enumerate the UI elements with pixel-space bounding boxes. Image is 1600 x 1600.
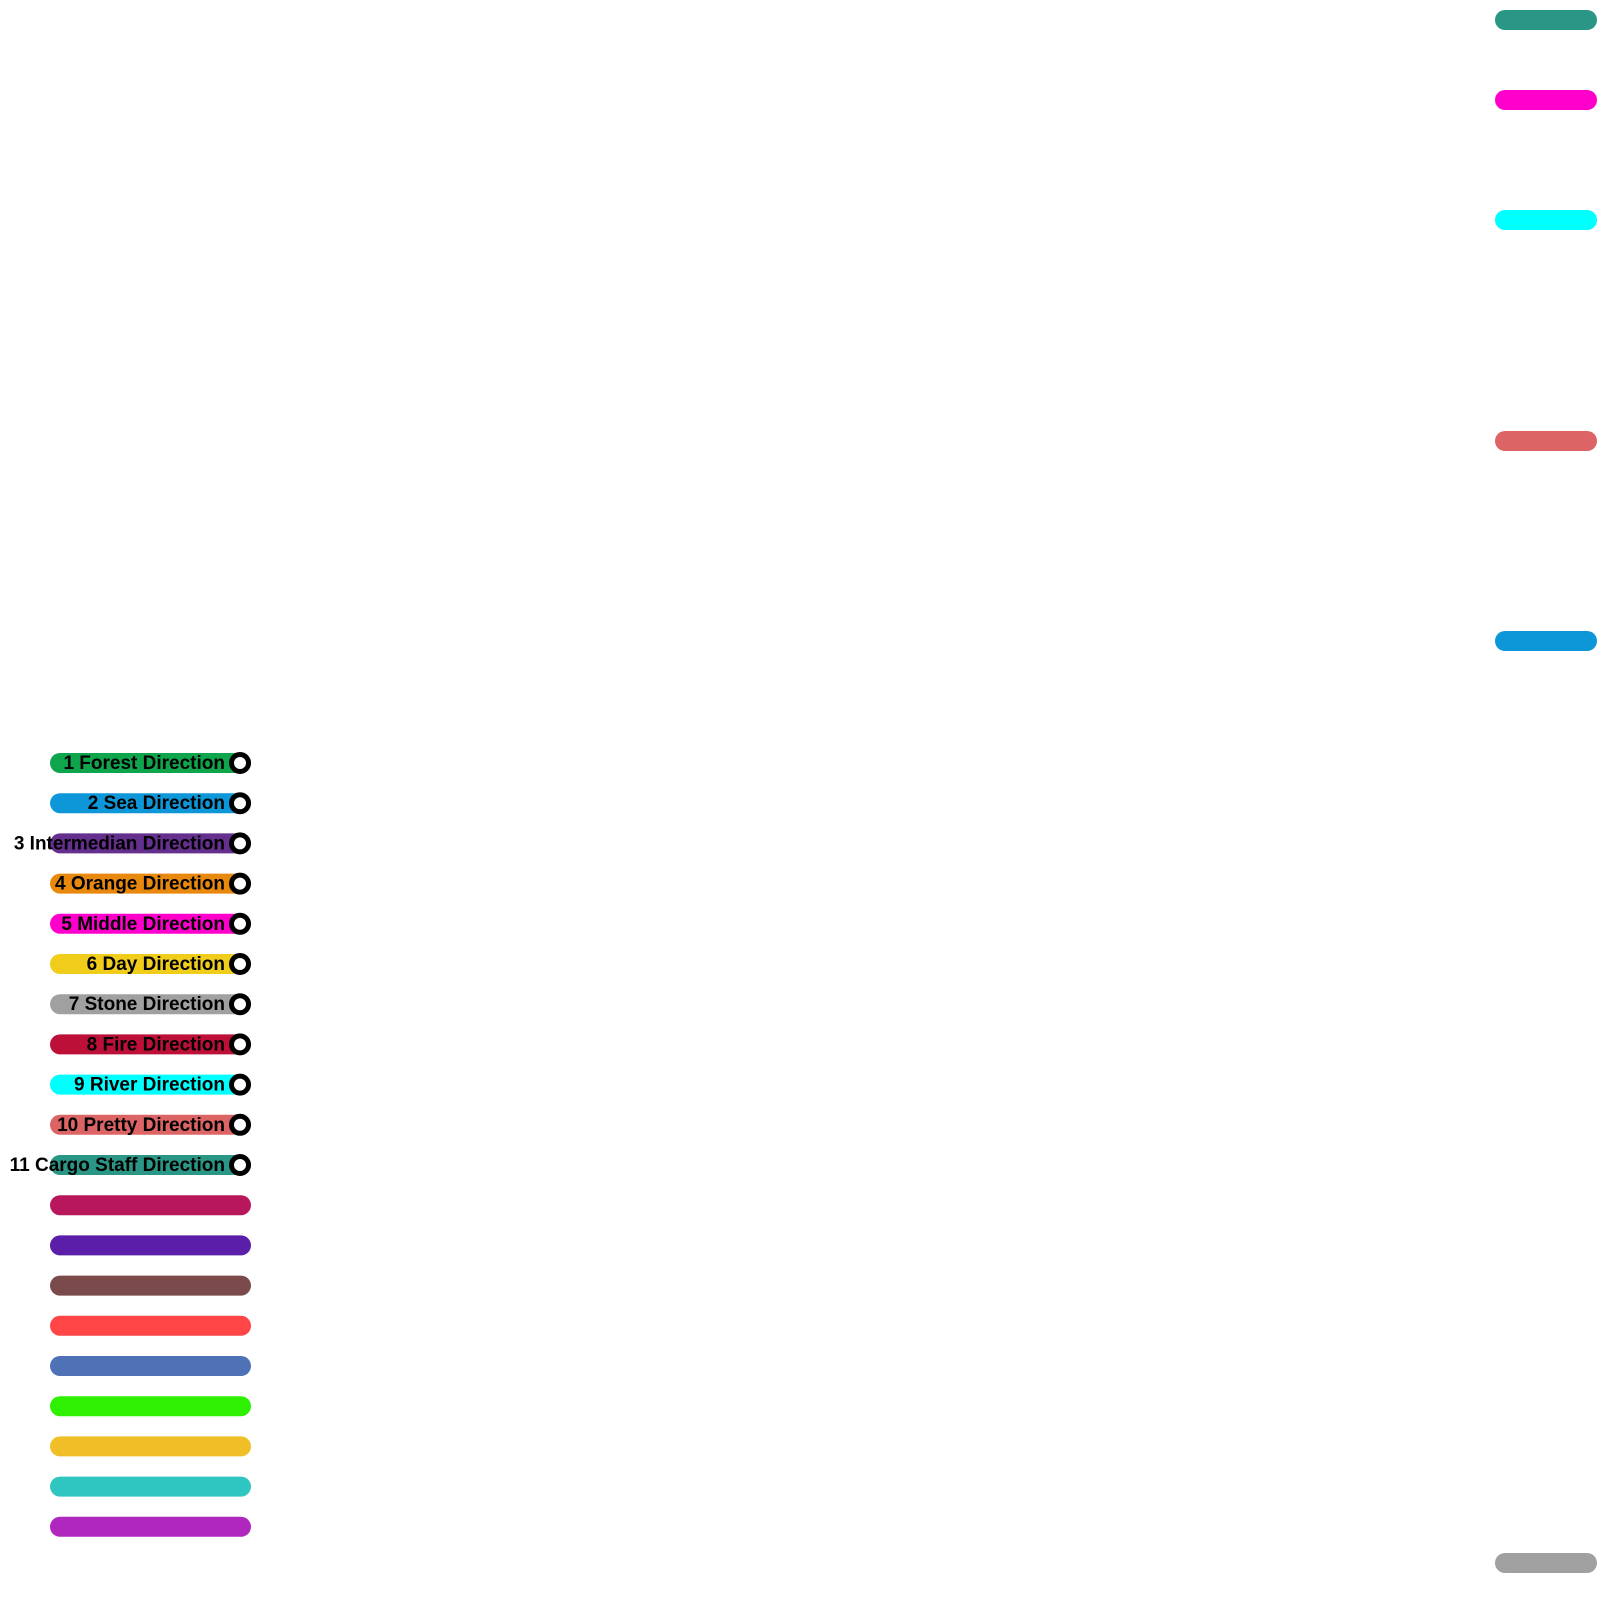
legend-row: 5 Middle Direction bbox=[50, 912, 251, 935]
legend-row: 7 Stone Direction bbox=[50, 993, 251, 1016]
line-label: 6 Day Direction bbox=[87, 954, 225, 975]
legend-row: 3 Intermedian Direction bbox=[14, 832, 251, 855]
line-label: 9 River Direction bbox=[74, 1075, 225, 1096]
legend-row: 4 Orange Direction bbox=[50, 872, 251, 895]
line-label: 8 Fire Direction bbox=[87, 1034, 225, 1055]
terminal-station-icon bbox=[229, 1073, 251, 1096]
legend-row: 9 River Direction bbox=[50, 1073, 251, 1096]
legend-row: 8 Fire Direction bbox=[50, 1033, 251, 1056]
terminal-station-icon bbox=[229, 832, 251, 855]
legend-row: 11 Cargo Staff Direction bbox=[10, 1154, 251, 1176]
legend-row: 6 Day Direction bbox=[50, 953, 251, 975]
terminal-station-icon bbox=[229, 752, 251, 774]
terminal-station-icon bbox=[229, 993, 251, 1016]
terminal-station-icon bbox=[229, 1033, 251, 1056]
terminal-station-icon bbox=[229, 792, 251, 815]
legend-row: 1 Forest Direction bbox=[50, 752, 251, 774]
line-label: 10 Pretty Direction bbox=[57, 1115, 225, 1136]
line-label: 4 Orange Direction bbox=[55, 874, 225, 895]
line-legend: 1 Forest Direction 2 Sea Direction 3 Inter… bbox=[10, 752, 251, 1537]
terminal-station-icon bbox=[229, 912, 251, 935]
line-label: 2 Sea Direction bbox=[88, 793, 225, 814]
terminal-station-icon bbox=[229, 872, 251, 895]
terminal-station-icon bbox=[229, 1113, 251, 1136]
line-label: 5 Middle Direction bbox=[61, 914, 225, 935]
legend-row: 2 Sea Direction bbox=[50, 792, 251, 815]
line-label: 11 Cargo Staff Direction bbox=[10, 1155, 225, 1176]
line-label: 7 Stone Direction bbox=[69, 994, 225, 1015]
terminal-station-icon bbox=[229, 1154, 251, 1176]
legend-row: 10 Pretty Direction bbox=[50, 1113, 251, 1136]
right-edge-line-segments bbox=[1495, 10, 1597, 1573]
line-label: 1 Forest Direction bbox=[63, 753, 225, 774]
line-label: 3 Intermedian Direction bbox=[14, 833, 225, 854]
terminal-station-icon bbox=[229, 953, 251, 975]
